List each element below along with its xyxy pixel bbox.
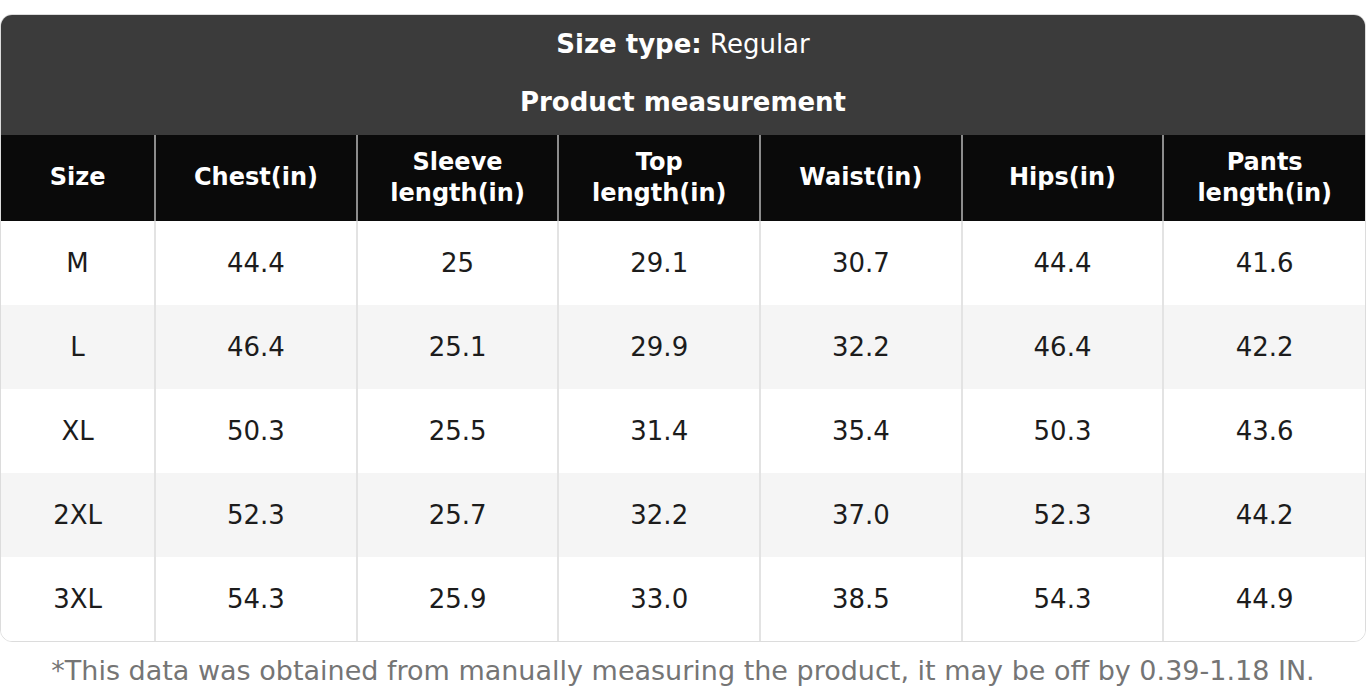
table-row-xl: XL 50.3 25.5 31.4 35.4 50.3 43.6 [1, 389, 1365, 473]
column-header-chest: Chest(in) [155, 135, 357, 221]
size-chart-header: Size type: Regular Product measurement [1, 15, 1365, 135]
size-cell: 3XL [1, 557, 155, 641]
column-header-hips: Hips(in) [962, 135, 1164, 221]
measurement-cell: 37.0 [760, 473, 962, 557]
size-type-label: Size type: [556, 29, 701, 59]
column-header-size: Size [1, 135, 155, 221]
size-chart-table: Size Chest(in) Sleeve length(in) Top len… [1, 135, 1365, 641]
measurement-cell: 43.6 [1163, 389, 1365, 473]
measurement-cell: 33.0 [558, 557, 760, 641]
size-cell: 2XL [1, 473, 155, 557]
table-row-m: M 44.4 25 29.1 30.7 44.4 41.6 [1, 221, 1365, 305]
measurement-cell: 25.1 [357, 305, 559, 389]
measurement-cell: 25.9 [357, 557, 559, 641]
measurement-cell: 50.3 [962, 389, 1164, 473]
size-cell: L [1, 305, 155, 389]
measurement-cell: 46.4 [962, 305, 1164, 389]
measurement-cell: 25 [357, 221, 559, 305]
measurement-cell: 52.3 [155, 473, 357, 557]
table-row-2xl: 2XL 52.3 25.7 32.2 37.0 52.3 44.2 [1, 473, 1365, 557]
measurement-cell: 25.5 [357, 389, 559, 473]
measurement-cell: 32.2 [558, 473, 760, 557]
measurement-cell: 44.9 [1163, 557, 1365, 641]
measurement-cell: 44.4 [962, 221, 1164, 305]
measurement-cell: 38.5 [760, 557, 962, 641]
measurement-cell: 29.1 [558, 221, 760, 305]
size-cell: M [1, 221, 155, 305]
measurement-cell: 44.4 [155, 221, 357, 305]
table-row-l: L 46.4 25.1 29.9 32.2 46.4 42.2 [1, 305, 1365, 389]
column-header-waist: Waist(in) [760, 135, 962, 221]
size-chart-card: Size type: Regular Product measurement S… [0, 14, 1366, 642]
measurement-cell: 31.4 [558, 389, 760, 473]
measurement-cell: 52.3 [962, 473, 1164, 557]
measurement-cell: 50.3 [155, 389, 357, 473]
column-header-sleeve-length: Sleeve length(in) [357, 135, 559, 221]
column-header-pants-length: Pants length(in) [1163, 135, 1365, 221]
measurement-cell: 25.7 [357, 473, 559, 557]
size-cell: XL [1, 389, 155, 473]
table-row-3xl: 3XL 54.3 25.9 33.0 38.5 54.3 44.9 [1, 557, 1365, 641]
measurement-cell: 54.3 [155, 557, 357, 641]
measurement-cell: 35.4 [760, 389, 962, 473]
measurement-disclaimer: *This data was obtained from manually me… [0, 655, 1366, 686]
measurement-cell: 46.4 [155, 305, 357, 389]
product-measurement-title: Product measurement [1, 87, 1365, 117]
measurement-cell: 44.2 [1163, 473, 1365, 557]
measurement-cell: 30.7 [760, 221, 962, 305]
measurement-cell: 42.2 [1163, 305, 1365, 389]
table-header-row: Size Chest(in) Sleeve length(in) Top len… [1, 135, 1365, 221]
size-type-line: Size type: Regular [1, 29, 1365, 59]
measurement-cell: 29.9 [558, 305, 760, 389]
measurement-cell: 32.2 [760, 305, 962, 389]
measurement-cell: 54.3 [962, 557, 1164, 641]
column-header-top-length: Top length(in) [558, 135, 760, 221]
size-type-value: Regular [710, 29, 810, 59]
measurement-cell: 41.6 [1163, 221, 1365, 305]
